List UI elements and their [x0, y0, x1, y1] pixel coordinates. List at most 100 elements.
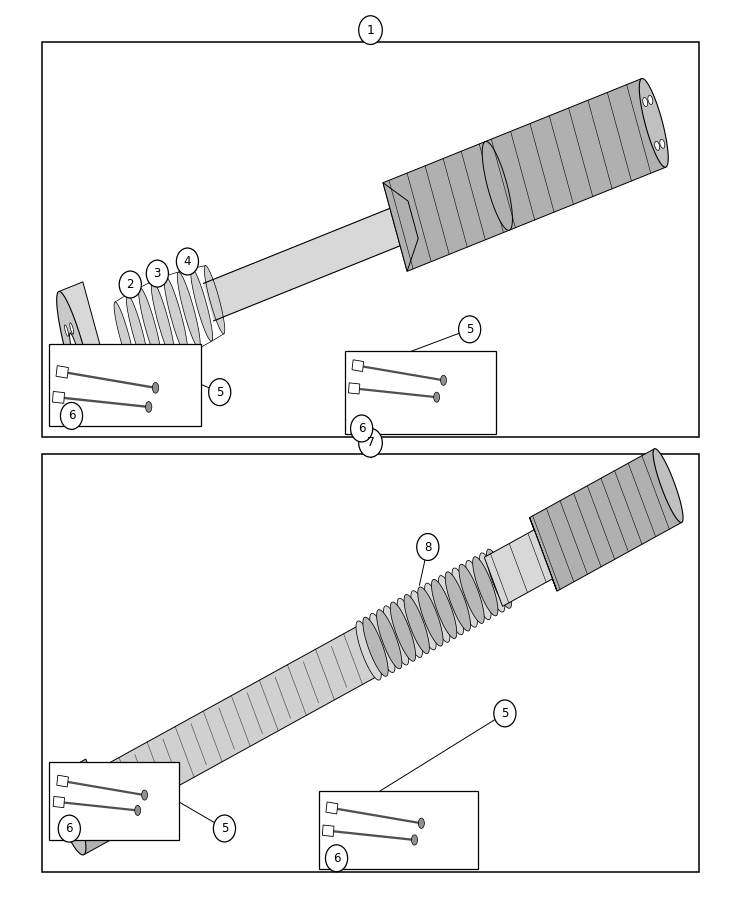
Polygon shape	[79, 377, 82, 388]
Polygon shape	[348, 382, 360, 394]
Polygon shape	[482, 141, 513, 230]
Polygon shape	[352, 360, 364, 372]
Bar	[42, 454, 699, 872]
Polygon shape	[485, 530, 553, 607]
Polygon shape	[485, 78, 666, 230]
Polygon shape	[63, 791, 66, 799]
Ellipse shape	[441, 375, 447, 385]
Bar	[345, 351, 496, 434]
Polygon shape	[79, 822, 107, 851]
Polygon shape	[466, 561, 491, 620]
Ellipse shape	[350, 415, 373, 442]
Polygon shape	[479, 553, 505, 612]
Text: 8: 8	[424, 541, 431, 554]
Polygon shape	[56, 292, 96, 419]
Text: 5: 5	[501, 706, 508, 720]
Ellipse shape	[213, 815, 236, 842]
Polygon shape	[64, 325, 68, 337]
Polygon shape	[418, 587, 443, 646]
Polygon shape	[492, 167, 502, 204]
Polygon shape	[654, 141, 659, 150]
Polygon shape	[205, 266, 225, 334]
Text: 2: 2	[127, 278, 134, 291]
Ellipse shape	[176, 248, 199, 274]
Polygon shape	[370, 613, 395, 672]
Ellipse shape	[416, 534, 439, 561]
Text: 1: 1	[367, 23, 374, 37]
Polygon shape	[84, 374, 88, 386]
Polygon shape	[452, 568, 477, 627]
Polygon shape	[204, 201, 418, 321]
Polygon shape	[530, 449, 682, 591]
Ellipse shape	[135, 806, 141, 815]
Polygon shape	[322, 825, 334, 836]
Polygon shape	[376, 609, 402, 669]
Polygon shape	[56, 365, 68, 378]
Polygon shape	[530, 518, 557, 591]
Polygon shape	[57, 775, 68, 787]
Polygon shape	[639, 78, 668, 167]
Text: 7: 7	[367, 436, 374, 449]
Polygon shape	[431, 580, 456, 639]
Text: 5: 5	[216, 386, 223, 399]
Ellipse shape	[153, 382, 159, 393]
Polygon shape	[53, 776, 86, 855]
Polygon shape	[642, 97, 648, 106]
Ellipse shape	[325, 845, 348, 872]
Polygon shape	[59, 769, 87, 798]
Ellipse shape	[61, 402, 82, 429]
Polygon shape	[53, 796, 64, 807]
Ellipse shape	[145, 401, 152, 412]
Polygon shape	[326, 802, 338, 814]
Text: 5: 5	[221, 822, 228, 835]
Text: 6: 6	[65, 822, 73, 835]
Polygon shape	[59, 282, 118, 419]
Ellipse shape	[494, 700, 516, 727]
Polygon shape	[126, 294, 148, 367]
Polygon shape	[91, 618, 391, 824]
Polygon shape	[73, 832, 76, 840]
Ellipse shape	[146, 260, 168, 287]
Polygon shape	[397, 598, 422, 658]
Polygon shape	[55, 759, 115, 855]
Polygon shape	[659, 140, 665, 148]
Polygon shape	[445, 572, 471, 631]
Ellipse shape	[459, 316, 481, 343]
Polygon shape	[53, 392, 64, 403]
Polygon shape	[648, 95, 653, 104]
Bar	[50, 344, 201, 426]
Polygon shape	[411, 590, 436, 650]
Bar	[319, 791, 477, 869]
Text: 6: 6	[358, 422, 365, 435]
Ellipse shape	[59, 815, 80, 842]
Polygon shape	[59, 794, 62, 802]
Text: 4: 4	[184, 255, 191, 268]
Polygon shape	[425, 583, 450, 643]
Polygon shape	[190, 268, 213, 341]
Ellipse shape	[359, 15, 382, 44]
Ellipse shape	[359, 428, 382, 457]
Polygon shape	[70, 333, 83, 378]
Polygon shape	[653, 449, 683, 523]
Polygon shape	[383, 141, 509, 271]
Polygon shape	[69, 352, 73, 364]
Ellipse shape	[119, 271, 142, 298]
Polygon shape	[439, 575, 464, 634]
Bar	[42, 41, 699, 436]
Polygon shape	[391, 602, 416, 662]
Ellipse shape	[142, 790, 147, 800]
Text: 6: 6	[333, 851, 340, 865]
Polygon shape	[151, 282, 175, 359]
Ellipse shape	[209, 379, 230, 406]
Polygon shape	[383, 183, 418, 271]
Ellipse shape	[411, 835, 417, 845]
Ellipse shape	[433, 392, 439, 402]
Polygon shape	[177, 272, 200, 348]
Polygon shape	[404, 594, 429, 653]
Polygon shape	[70, 323, 73, 334]
Polygon shape	[363, 617, 388, 677]
Bar	[50, 762, 179, 841]
Polygon shape	[356, 621, 382, 680]
Text: 5: 5	[466, 323, 473, 336]
Text: 6: 6	[67, 410, 76, 422]
